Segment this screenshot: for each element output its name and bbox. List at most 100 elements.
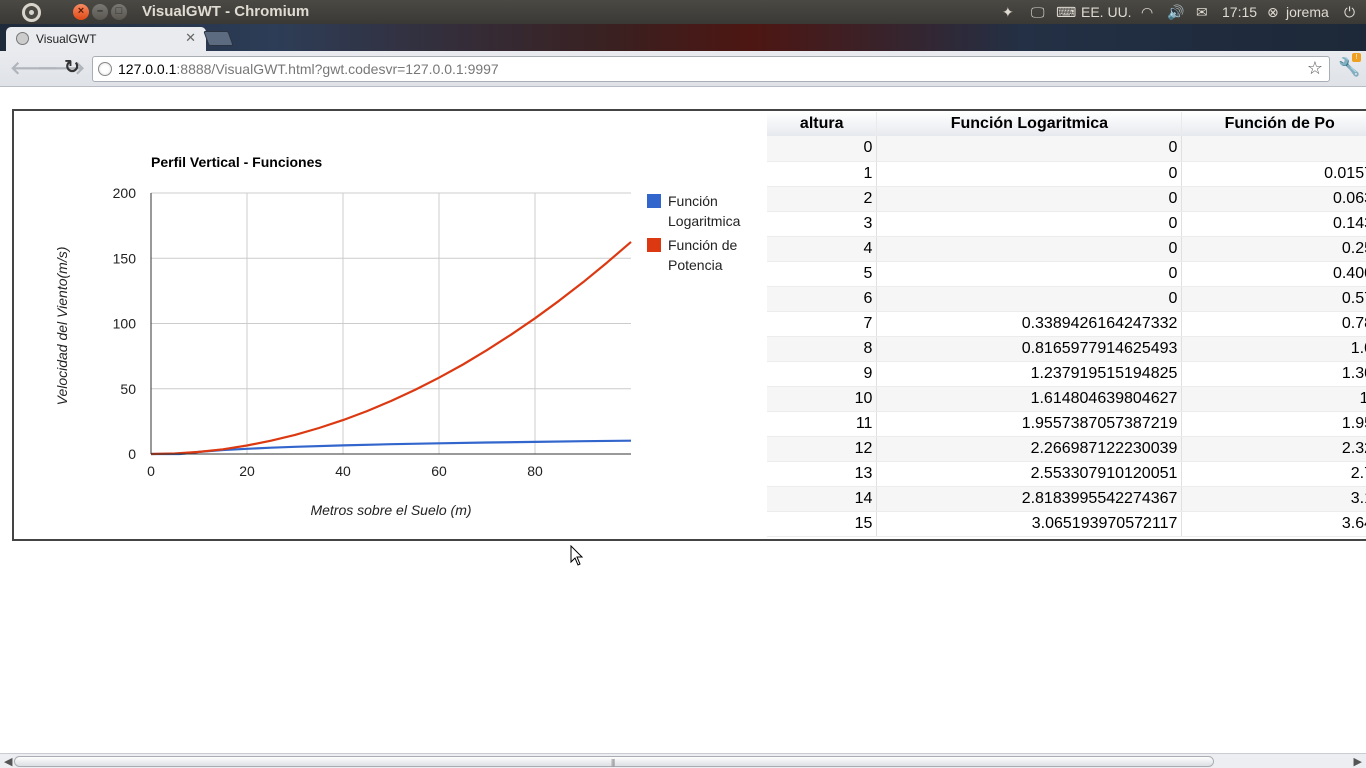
table-cell: 1 <box>767 161 878 187</box>
table-cell: 8 <box>767 336 878 362</box>
display-icon[interactable]: 🖵 <box>1031 4 1045 20</box>
globe-icon <box>98 62 112 76</box>
legend-swatch <box>647 194 661 208</box>
horizontal-scrollbar[interactable]: ◀ ||| ▶ <box>0 753 1366 768</box>
user-name-label[interactable]: jorema <box>1286 4 1329 20</box>
address-bar[interactable]: 127.0.0.1:8888/VisualGWT.html?gwt.codesv… <box>92 56 1330 82</box>
page-favicon-icon <box>16 32 29 45</box>
chart-axes: 0 50 100 150 200 0 20 40 60 80 <box>113 185 631 479</box>
table-header-cell[interactable]: Función de Po <box>1181 112 1366 136</box>
window-minimize-button[interactable]: – <box>92 4 108 20</box>
chart-legend: Función Logaritmica Función de Potencia <box>647 193 741 273</box>
user-status-icon[interactable]: ⊗ <box>1267 4 1279 20</box>
keyboard-layout-label[interactable]: EE. UU. <box>1081 4 1132 20</box>
scroll-right-arrow-icon[interactable]: ▶ <box>1353 756 1362 768</box>
tab-visualgwt[interactable]: VisualGWT ✕ <box>6 27 206 51</box>
table-cell: 15 <box>767 511 878 537</box>
clock-label[interactable]: 17:15 <box>1222 4 1258 20</box>
data-table: altura Función Logaritmica Función de Po 0… <box>767 112 1366 537</box>
window-close-button[interactable]: × <box>73 4 89 20</box>
table-cell: 0.8165977914625493 <box>876 336 1183 362</box>
table-cell: 0 <box>876 286 1183 312</box>
table-row[interactable]: 500.400 <box>767 261 1366 287</box>
table-cell: 1.0 <box>1181 336 1366 362</box>
tab-close-icon[interactable]: ✕ <box>185 30 196 45</box>
table-cell: 2.266987122230039 <box>876 436 1183 462</box>
table-cell: 2.7 <box>1181 461 1366 487</box>
table-row[interactable]: 100.0157 <box>767 161 1366 187</box>
back-arrow-icon[interactable]: 🡐 <box>10 58 59 78</box>
new-tab-button[interactable] <box>203 31 234 46</box>
table-cell: 0.25 <box>1181 236 1366 262</box>
y-axis-label: Velocidad del Viento(m/s) <box>54 247 70 406</box>
mouse-pointer-icon <box>570 545 584 566</box>
dropbox-icon[interactable]: ✦ <box>1002 4 1014 20</box>
table-header-cell[interactable]: Función Logaritmica <box>876 112 1183 136</box>
url-text[interactable]: 127.0.0.1:8888/VisualGWT.html?gwt.codesv… <box>118 61 499 77</box>
y-tick-label: 0 <box>128 446 136 462</box>
reload-icon[interactable]: ↻ <box>64 57 80 78</box>
x-axis-label: Metros sobre el Suelo (m) <box>310 502 471 518</box>
legend-swatch <box>647 238 661 252</box>
table-cell: 1.9557387057387219 <box>876 411 1183 437</box>
table-cell: 0.063 <box>1181 186 1366 212</box>
table-cell: 0.143 <box>1181 211 1366 237</box>
keyboard-icon[interactable]: ⌨ <box>1056 4 1077 20</box>
table-cell <box>1181 136 1366 162</box>
ubuntu-logo-icon[interactable] <box>22 3 41 22</box>
table-cell: 7 <box>767 311 878 337</box>
table-cell: 12 <box>767 436 878 462</box>
table-cell: 3.065193970572117 <box>876 511 1183 537</box>
table-header-cell[interactable]: altura <box>767 112 878 136</box>
browser-toolbar: 🡐 🡒 ↻ 127.0.0.1:8888/VisualGWT.html?gwt.… <box>0 51 1366 87</box>
scroll-left-arrow-icon[interactable]: ◀ <box>4 756 13 768</box>
x-tick-label: 80 <box>527 463 543 479</box>
table-row[interactable]: 400.25 <box>767 236 1366 262</box>
table-cell: 0 <box>767 136 878 162</box>
table-cell: 0.78 <box>1181 311 1366 337</box>
table-row[interactable]: 200.063 <box>767 186 1366 212</box>
power-icon[interactable]: ⏻ <box>1344 4 1356 20</box>
y-tick-label: 200 <box>113 185 137 201</box>
series-line <box>151 439 632 456</box>
table-cell: 4 <box>767 236 878 262</box>
wrench-menu-icon[interactable]: 🔧 <box>1338 57 1361 77</box>
table-cell: 9 <box>767 361 878 387</box>
table-row[interactable]: 300.143 <box>767 211 1366 237</box>
volume-icon[interactable]: 🔊 <box>1167 4 1185 20</box>
window-title: VisualGWT - Chromium <box>142 3 310 20</box>
mail-icon[interactable]: ✉ <box>1196 4 1208 20</box>
y-tick-label: 150 <box>113 250 137 266</box>
table-cell: 0 <box>876 136 1183 162</box>
table-row[interactable]: 600.57 <box>767 286 1366 312</box>
table-cell: 11 <box>767 411 878 437</box>
table-cell: 0 <box>876 186 1183 212</box>
tab-title: VisualGWT <box>36 32 97 46</box>
table-cell: 0.400 <box>1181 261 1366 287</box>
window-maximize-button[interactable]: □ <box>111 4 127 20</box>
table-cell: 13 <box>767 461 878 487</box>
legend-label: Logaritmica <box>668 213 741 229</box>
table-cell: 3.64 <box>1181 511 1366 537</box>
system-top-panel: × – □ VisualGWT - Chromium ✦ 🖵 ⌨ EE. UU.… <box>0 0 1366 24</box>
bookmark-star-icon[interactable]: ☆ <box>1306 58 1323 78</box>
x-tick-label: 60 <box>431 463 447 479</box>
legend-label: Función de <box>668 237 737 253</box>
visualization-panel: 0 50 100 150 200 0 20 40 60 80 Perfil Vertical - … <box>12 109 1366 541</box>
scrollbar-thumb[interactable]: ||| <box>14 756 1214 767</box>
forward-arrow-icon[interactable]: 🡒 <box>37 58 86 78</box>
table-cell: 6 <box>767 286 878 312</box>
wifi-icon[interactable]: ◠ <box>1141 4 1154 20</box>
url-path: :8888/VisualGWT.html?gwt.codesvr=127.0.0… <box>176 61 499 77</box>
table-cell: 0 <box>876 236 1183 262</box>
